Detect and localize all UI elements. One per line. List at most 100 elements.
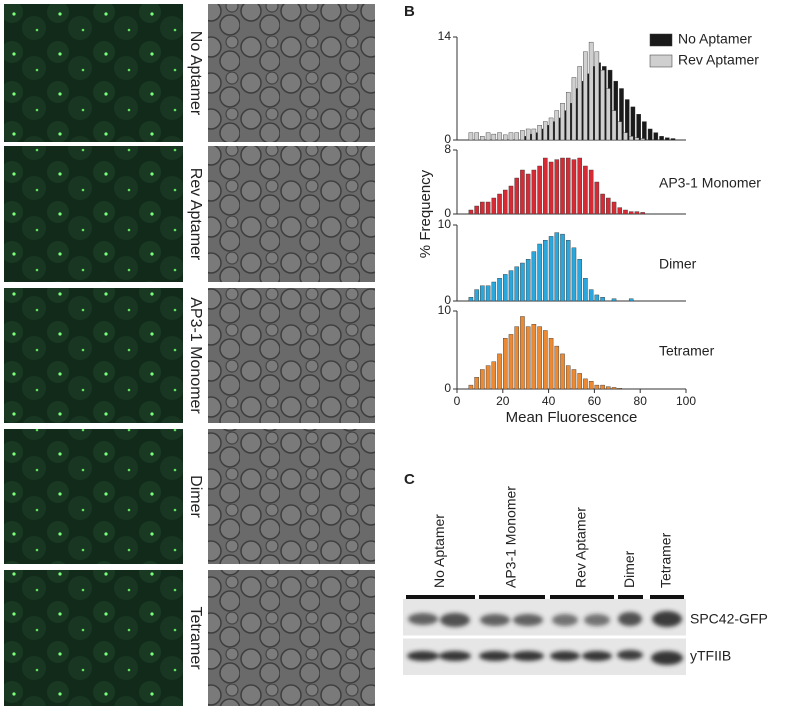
y-tick-label: 14 (438, 29, 452, 43)
histogram-bar (611, 298, 617, 302)
histogram-bar (565, 239, 571, 302)
histogram-bar (583, 278, 588, 302)
blot-bands (407, 611, 683, 665)
histogram-bar (577, 373, 582, 390)
histogram-bar (525, 259, 531, 302)
histogram-bar (531, 169, 537, 215)
histogram-bar (543, 330, 548, 390)
lane-bar (479, 595, 545, 599)
histogram-bar (560, 353, 565, 390)
x-axis-label: Mean Fluorescence (506, 409, 638, 426)
histogram-bar (497, 278, 502, 302)
x-tick-label: 80 (634, 394, 648, 408)
histogram-bar (520, 316, 525, 390)
histogram-bar (617, 121, 623, 141)
histogram-bar (468, 384, 474, 390)
histogram-bar (503, 274, 508, 302)
series-label: Tetramer (659, 343, 715, 359)
histogram-bar (600, 297, 605, 302)
x-tick-label: 100 (676, 394, 696, 408)
histogram-bar (468, 132, 474, 141)
histogram-bar (543, 121, 548, 141)
histogram-bar (554, 110, 560, 141)
histogram-bar (665, 137, 670, 141)
brightfield-image (208, 4, 375, 142)
y-tick-label: 0 (444, 381, 451, 395)
x-tick-label: 0 (454, 394, 461, 408)
histogram-bar (548, 236, 554, 302)
histogram-bar (480, 136, 485, 141)
histogram-bar (520, 169, 525, 215)
histogram-bar (653, 132, 659, 141)
y-axis-label: % Frequency (417, 169, 434, 258)
histogram-bar (480, 201, 485, 215)
histogram-bar (600, 384, 605, 390)
histogram-bar (588, 41, 594, 141)
histogram-bar (606, 197, 611, 215)
histogram-bar (600, 69, 605, 141)
histogram-bar (485, 201, 491, 215)
lane-label: Tetramer (658, 532, 674, 588)
lane-label: No Aptamer (431, 514, 447, 588)
histogram-bar (537, 125, 542, 141)
histogram-bar (577, 157, 582, 215)
histogram-bar (508, 270, 514, 302)
histogram-bar (583, 378, 588, 390)
histogram-bar (594, 294, 600, 302)
brightfield-image (208, 429, 375, 564)
histogram-bar (571, 159, 577, 215)
histogram-bar (508, 132, 514, 141)
y-tick-label: 10 (438, 303, 452, 317)
series-label: AP3-1 Monomer (659, 175, 761, 191)
y-tick-label: 0 (444, 206, 451, 220)
histogram-bar (508, 185, 514, 215)
histogram-bar (514, 177, 519, 215)
x-tick-label: 60 (588, 394, 602, 408)
histogram-bar (628, 298, 634, 302)
row-label: Tetramer (187, 606, 204, 670)
lane-bar (550, 595, 614, 599)
histogram-bar (583, 165, 588, 215)
panel-label: B (404, 3, 415, 20)
fluorescence-image (4, 429, 183, 564)
histogram-bar (628, 211, 634, 215)
brightfield-image (208, 570, 375, 706)
y-tick-label: 8 (444, 142, 451, 156)
brightfield-image (208, 288, 375, 423)
row-label: No Aptamer (187, 31, 204, 116)
panel-label: C (404, 471, 415, 488)
histogram-bar (588, 381, 594, 390)
x-tick-label: 40 (542, 394, 556, 408)
histogram-bar (594, 51, 600, 141)
y-tick-label: 0 (444, 132, 451, 146)
histogram-bar (560, 233, 565, 302)
histogram-bar (491, 133, 497, 141)
histogram-bar (571, 369, 577, 390)
legend-label: No Aptamer (678, 31, 752, 47)
histogram-bar (485, 132, 491, 141)
histogram-bar (537, 326, 542, 390)
histogram-bar (606, 386, 611, 390)
histogram-bar (497, 353, 502, 390)
histogram-bar (474, 132, 479, 141)
lane-bar (618, 595, 643, 599)
histogram-bar (491, 361, 497, 390)
histogram-bar (560, 157, 565, 215)
histogram-bar (480, 369, 485, 390)
fluorescence-image (4, 570, 183, 706)
histogram-bar (497, 132, 502, 141)
histogram-bar (642, 121, 647, 141)
histogram-bar (497, 193, 502, 215)
fluorescence-image (4, 146, 183, 282)
lane-label: AP3-1 Monomer (503, 486, 519, 588)
histogram-bar (623, 132, 628, 141)
panel-c: C No Aptamer AP3-1 Monomer Rev Aptamer Dime… (403, 471, 768, 675)
y-tick-label: 10 (438, 217, 452, 231)
histogram-bar (565, 365, 571, 390)
fluorescence-image (4, 4, 183, 142)
histogram-bar (508, 334, 514, 390)
histogram-bar (525, 128, 531, 141)
histogram-bar (560, 103, 565, 141)
histogram-bar (537, 243, 542, 302)
